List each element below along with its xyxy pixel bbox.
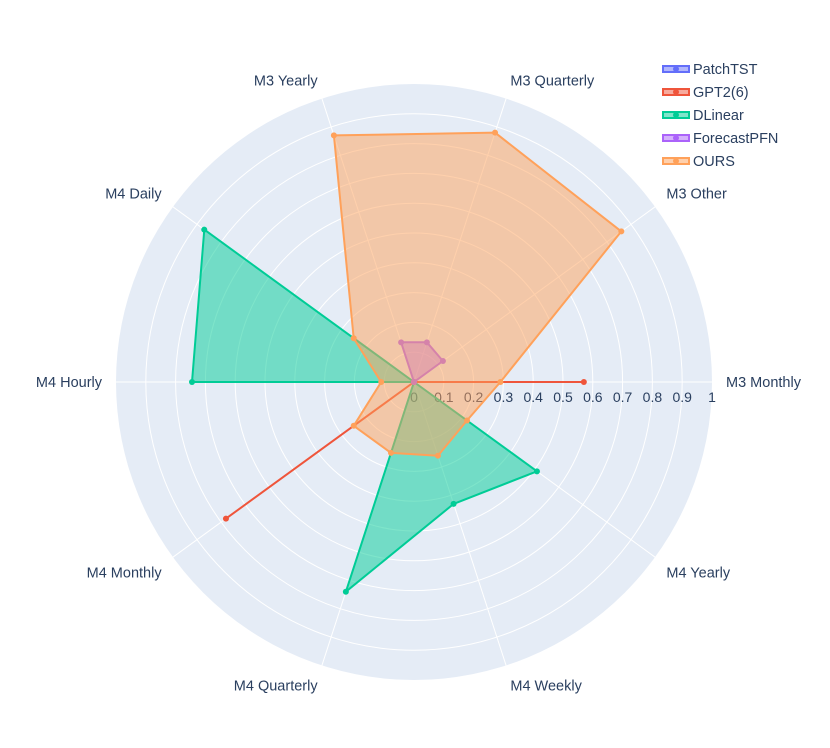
category-label-m4-quarterly: M4 Quarterly bbox=[234, 679, 319, 695]
category-label-m4-hourly: M4 Hourly bbox=[36, 375, 103, 391]
radial-tick-label: 0.7 bbox=[613, 389, 633, 405]
legend-label: ForecastPFN bbox=[693, 131, 778, 147]
data-point-dlinear-m4-daily bbox=[201, 226, 208, 233]
radial-tick-label: 0.9 bbox=[672, 389, 692, 405]
radial-tick-label: 1 bbox=[708, 389, 716, 405]
radial-tick-label: 0.8 bbox=[643, 389, 663, 405]
legend-item-dlinear[interactable]: DLinear bbox=[662, 108, 744, 124]
category-label-m4-yearly: M4 Yearly bbox=[666, 565, 730, 581]
data-point-gpt2-6-m4-monthly bbox=[222, 515, 229, 522]
data-point-ours-m3-yearly bbox=[330, 132, 337, 139]
legend-marker bbox=[673, 89, 679, 95]
data-point-dlinear-m4-hourly bbox=[188, 379, 195, 385]
legend-marker bbox=[673, 135, 679, 141]
angular-category-labels: M3 Monthly M3 Other M3 Quarterly M3 Yearly M… bbox=[36, 73, 802, 694]
category-label-m3-yearly: M3 Yearly bbox=[254, 73, 318, 89]
data-point-gpt2-6-m3-monthly bbox=[580, 379, 587, 385]
legend: PatchTST GPT2(6) DLinear ForecastPFN OURS bbox=[662, 62, 778, 170]
legend-item-patchtst[interactable]: PatchTST bbox=[662, 62, 758, 78]
data-point-ours-m3-monthly bbox=[497, 379, 504, 385]
category-label-m4-monthly: M4 Monthly bbox=[87, 565, 163, 581]
data-point-ours-m4-monthly bbox=[350, 422, 357, 429]
data-point-ours-m3-quarterly bbox=[492, 129, 499, 136]
data-point-ours-m4-weekly bbox=[434, 452, 441, 459]
data-point-dlinear-m4-yearly bbox=[533, 468, 540, 475]
legend-marker bbox=[673, 112, 679, 118]
legend-item-gpt2-6[interactable]: GPT2(6) bbox=[662, 85, 749, 101]
radial-tick-label: 0.5 bbox=[553, 389, 573, 405]
data-point-dlinear-m4-weekly bbox=[450, 500, 457, 507]
category-label-m3-monthly: M3 Monthly bbox=[726, 375, 802, 391]
data-point-ours-m4-yearly bbox=[464, 417, 471, 424]
legend-label: DLinear bbox=[693, 108, 744, 124]
data-point-ours-m4-daily bbox=[350, 335, 357, 342]
category-label-m3-quarterly: M3 Quarterly bbox=[510, 73, 595, 89]
legend-item-forecastpfn[interactable]: ForecastPFN bbox=[662, 131, 778, 147]
legend-marker bbox=[673, 158, 679, 164]
radial-tick-label: 0.6 bbox=[583, 389, 603, 405]
legend-marker bbox=[673, 66, 679, 72]
legend-label: GPT2(6) bbox=[693, 85, 749, 101]
category-label-m3-other: M3 Other bbox=[666, 187, 727, 203]
legend-item-ours[interactable]: OURS bbox=[662, 154, 735, 170]
data-point-ours-m3-other bbox=[618, 228, 625, 235]
radial-tick-label: 0.4 bbox=[523, 389, 543, 405]
series-ours bbox=[330, 129, 625, 459]
series-traces bbox=[188, 129, 625, 595]
data-point-ours-m4-hourly bbox=[378, 379, 385, 385]
legend-label: PatchTST bbox=[693, 62, 758, 78]
series-area-dlinear bbox=[191, 228, 538, 593]
radial-tick-label: 0.3 bbox=[494, 389, 514, 405]
data-point-dlinear-m4-quarterly bbox=[342, 588, 349, 595]
category-label-m4-daily: M4 Daily bbox=[105, 187, 162, 203]
data-point-ours-m4-quarterly bbox=[387, 449, 394, 456]
category-label-m4-weekly: M4 Weekly bbox=[510, 679, 582, 695]
legend-label: OURS bbox=[693, 154, 735, 170]
